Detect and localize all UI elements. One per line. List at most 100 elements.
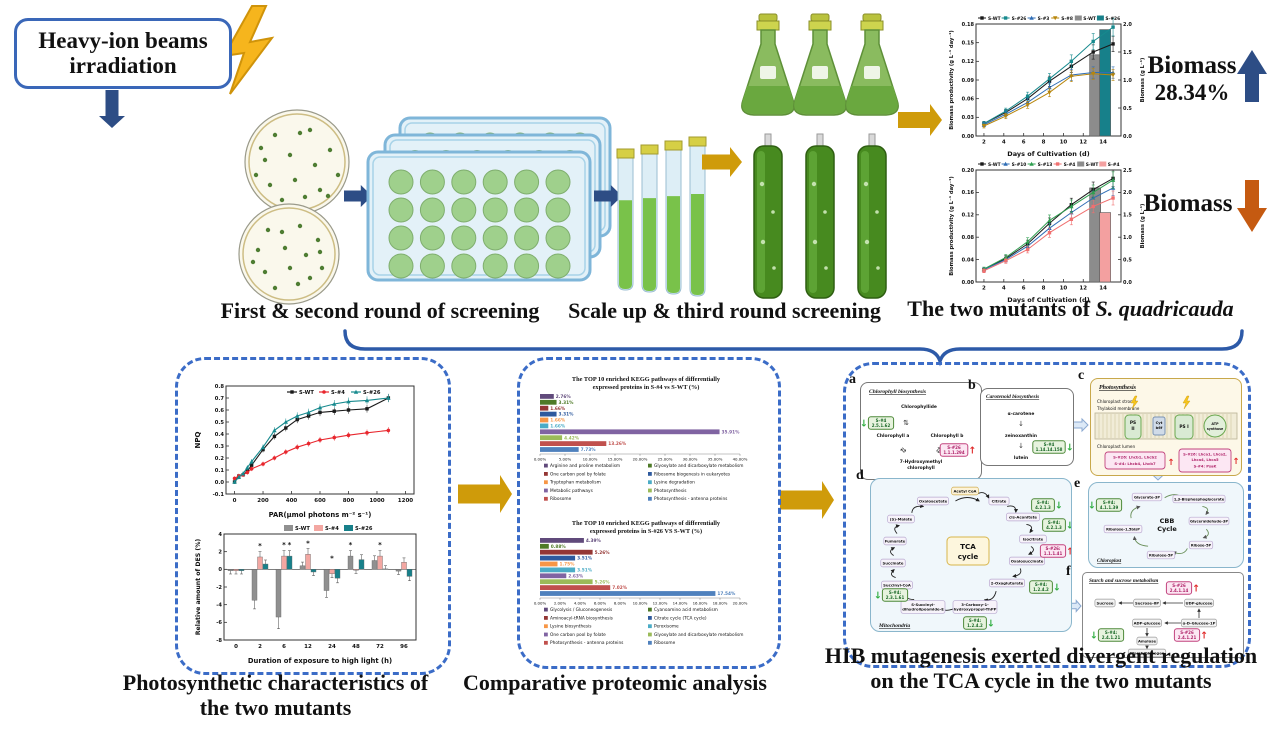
well-plate-icon [366,116,612,282]
svg-text:0.1: 0.1 [215,468,225,474]
svg-text:Ribosome: Ribosome [550,496,572,502]
panel-letter-b: b [968,378,976,393]
svg-text:8.00%: 8.00% [614,601,627,606]
svg-text:S-#4: PsaK: S-#4: PsaK [1194,465,1217,469]
proteomics-box [517,357,781,669]
svg-text:0.09: 0.09 [962,78,975,84]
svg-text:0.0: 0.0 [1123,134,1132,140]
svg-text:14.00%: 14.00% [673,601,688,606]
svg-text:↑: ↑ [1192,584,1200,595]
outline-arrow-icon [1072,417,1089,433]
svg-text:↓: ↓ [1053,583,1061,594]
panel-tca-cycle: Acetyl CoA Citrate cis-Aconitate Isocitrate… [870,478,1072,632]
panel-letter-c: c [1078,368,1085,383]
svg-text:Days of Cultivation (d): Days of Cultivation (d) [1007,296,1089,304]
svg-text:TCA: TCA [960,542,976,551]
svg-text:Carotenoid biosynthesis: Carotenoid biosynthesis [986,394,1039,400]
svg-text:96: 96 [400,644,408,650]
biomass-down-label: Biomass [1143,190,1233,217]
photobioreactor-icon [753,133,887,299]
svg-text:-8: -8 [216,638,222,644]
caption-photosynthetic: Photosynthetic characteristics of the tw… [122,670,429,721]
svg-text:S-#26: S-#26 [1180,630,1194,635]
svg-text:S-WT: S-WT [1086,162,1099,168]
panel-carotenoid-biosynthesis: Carotenoid biosynthesis α-carotene zeinoxa… [980,388,1074,466]
svg-text:S-#4: Lhcb4, Lhcb7: S-#4: Lhcb4, Lhcb7 [1114,461,1156,466]
svg-text:S-#4: S-#4 [1064,162,1076,168]
svg-text:3.51%: 3.51% [577,568,593,574]
svg-text:Photosynthesis: Photosynthesis [654,488,687,494]
svg-text:S-#26: S-#26 [1012,16,1027,22]
svg-text:Photosynthesis - antenna prote: Photosynthesis - antenna proteins [654,496,728,502]
caption-hib-regulation: HIB mutagenesis exerted divergent regula… [824,643,1258,694]
svg-text:0.0: 0.0 [215,480,225,486]
svg-text:2-Oxoglutarate: 2-Oxoglutarate [991,580,1024,585]
svg-text:600: 600 [314,498,326,504]
svg-text:↓: ↓ [1090,631,1098,642]
biomass-down-arrow-icon [1237,180,1267,232]
svg-text:Oxalosuccinate: Oxalosuccinate [1011,558,1044,563]
svg-text:0.15: 0.15 [962,40,975,46]
svg-text:Relative amount of DES (%): Relative amount of DES (%) [195,539,202,636]
svg-text:synthase: synthase [1207,427,1223,431]
biomass-up-value: 28.34% [1154,80,1230,105]
svg-text:S-#4: S-#4 [331,390,345,396]
svg-text:S-#26: S-#26 [1105,16,1120,22]
svg-text:1.0: 1.0 [1123,235,1132,241]
panel-letter-d: d [856,468,864,483]
flow-arrow-icon [702,147,742,177]
svg-text:5.26%: 5.26% [595,579,611,585]
svg-text:Arginine and proline metabolis: Arginine and proline metabolism [550,463,620,469]
svg-text:S-#3: S-#3 [1038,16,1050,22]
svg-text:Glyoxylate and dicarboxylate m: Glyoxylate and dicarboxylate metabolism [654,463,743,469]
svg-text:14: 14 [1099,140,1107,146]
svg-text:5.26%: 5.26% [595,550,611,556]
svg-text:↓: ↓ [1088,501,1096,512]
svg-text:Lysine degradation: Lysine degradation [654,480,695,486]
svg-text:Fumarate: Fumarate [885,538,906,543]
svg-text:3.51%: 3.51% [577,556,593,562]
svg-text:UDP-glucose: UDP-glucose [1186,600,1213,605]
svg-text:0: 0 [218,567,222,573]
svg-text:S-WT: S-WT [1083,16,1096,22]
svg-text:S-#4:: S-#4: [1105,630,1118,635]
svg-text:*: * [378,541,382,549]
svg-text:Ribulose-5P: Ribulose-5P [1149,553,1173,557]
svg-text:S-Succinyl-: S-Succinyl- [911,602,935,607]
svg-text:-2: -2 [216,585,222,591]
svg-text:1.75%: 1.75% [560,562,576,568]
svg-text:4.2.1.3: 4.2.1.3 [1035,505,1051,510]
svg-text:2.4.1.14: 2.4.1.14 [1170,588,1189,593]
svg-text:3-Carboxy-1-: 3-Carboxy-1- [961,602,989,607]
svg-text:S-#4: S-#4 [325,526,339,532]
flow-arrow-icon [458,475,512,513]
biomass-up-block: Biomass 28.34% [1146,52,1238,106]
svg-text:4.42%: 4.42% [564,435,580,441]
svg-text:Glycerate-3P: Glycerate-3P [1134,495,1160,499]
svg-text:↓: ↓ [1066,443,1074,454]
svg-text:4: 4 [1002,286,1006,292]
svg-text:Photosynthesis - antenna prote: Photosynthesis - antenna proteins [550,640,624,646]
svg-text:4.1.1.39: 4.1.1.39 [1100,505,1119,510]
svg-text:2.0: 2.0 [1123,190,1132,196]
heavy-ion-label: Heavy-ion beams irradiation [38,28,208,79]
svg-text:0.18: 0.18 [962,22,975,28]
svg-text:0.5: 0.5 [1123,106,1132,112]
svg-text:0.0: 0.0 [1123,280,1132,286]
svg-text:13.26%: 13.26% [608,441,627,447]
svg-text:Biomass (g L⁻¹): Biomass (g L⁻¹) [1140,58,1146,103]
svg-text:72: 72 [376,644,384,650]
svg-text:Aminoacyl-tRNA biosynthesis: Aminoacyl-tRNA biosynthesis [550,615,614,621]
photosynthesis-box [175,357,451,675]
growth-chart-s26: 0.00 0.03 0.06 0.09 0.12 0.15 0.18 0.0 0.5 1.0 1.5… [949,15,1146,158]
svg-text:Glycolysis / Gluconeogenesis: Glycolysis / Gluconeogenesis [550,607,613,613]
svg-text:S-#13: S-#13 [1038,162,1053,168]
flow-arrow-icon [99,90,125,128]
flow-arrow-icon [344,185,372,207]
svg-text:15.00%: 15.00% [608,457,623,462]
svg-text:2.5: 2.5 [1123,168,1132,174]
svg-text:Cyt: Cyt [1156,421,1163,425]
svg-text:zeinoxanthin: zeinoxanthin [1005,433,1037,439]
svg-text:PS: PS [1130,420,1136,426]
svg-text:14: 14 [1099,286,1107,292]
